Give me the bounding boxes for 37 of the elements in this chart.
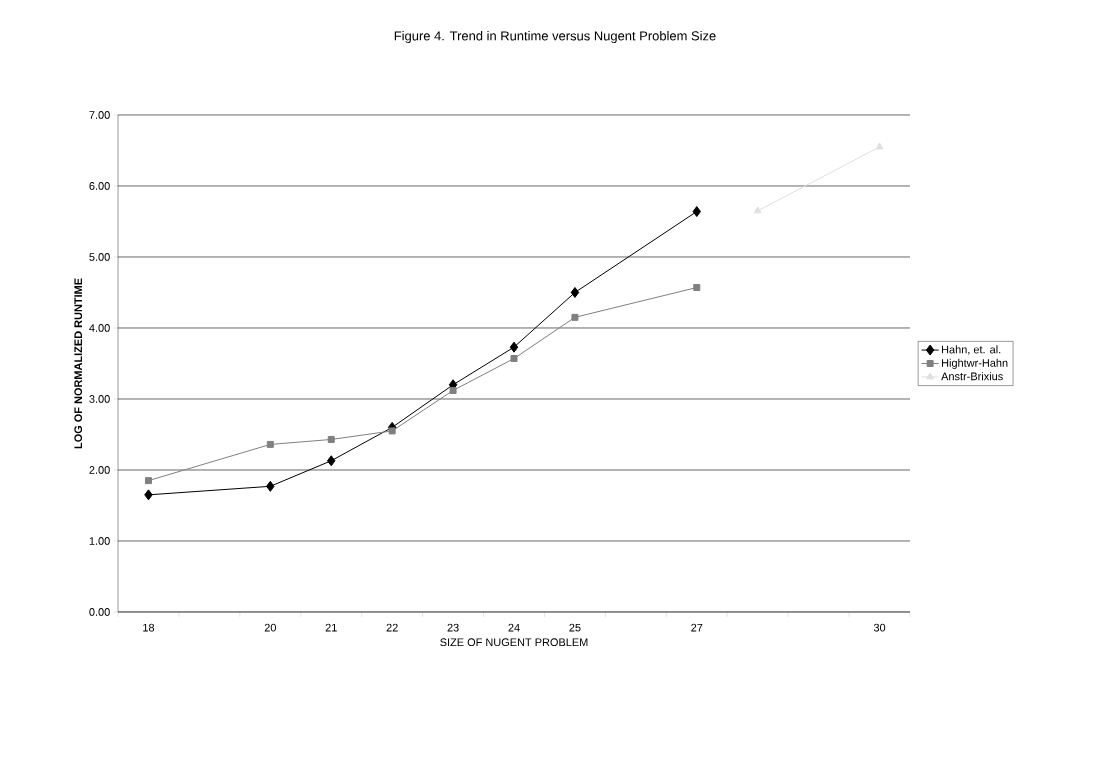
y-tick-label: 1.00 — [89, 537, 110, 545]
x-tick-label: 23 — [447, 623, 459, 632]
y-axis-title: LOG OF NORMALIZED RUNTIME — [74, 278, 83, 449]
x-tick-label: 21 — [325, 623, 337, 632]
y-tick-label: 4.00 — [89, 324, 110, 332]
y-tick-label: 2.00 — [89, 466, 110, 474]
point — [692, 206, 702, 218]
point — [327, 435, 335, 443]
x-tick-label: 24 — [508, 623, 520, 632]
legend-label: Hightwr-Hahn — [942, 358, 1008, 369]
y-tick-label: 6.00 — [89, 182, 110, 190]
y-tick-label: 7.00 — [89, 111, 110, 119]
point — [509, 341, 519, 353]
point — [449, 386, 457, 394]
y-tick-label: 3.00 — [89, 395, 110, 403]
point — [144, 489, 153, 501]
x-tick-label: 22 — [386, 623, 398, 632]
x-tick-label: 27 — [691, 623, 703, 632]
legend-label: Hahn, et. al. — [942, 345, 1001, 355]
x-tick-label: 20 — [264, 623, 276, 632]
point — [144, 477, 152, 485]
x-axis-title: SIZE OF NUGENT PROBLEM — [440, 638, 588, 647]
point — [571, 313, 579, 321]
x-tick-label: 30 — [873, 623, 886, 632]
y-tick-label: 0.00 — [89, 608, 110, 616]
x-tick-label: 25 — [569, 623, 581, 632]
point — [570, 287, 580, 298]
point — [327, 455, 336, 467]
y-tick-label: 5.00 — [89, 253, 110, 261]
legend-label: Anstr-Brixius — [941, 372, 1003, 381]
point — [266, 480, 275, 492]
chart-title: Figure 4. Trend in Runtime versus Nugent Problem Size — [394, 30, 716, 44]
point — [388, 427, 396, 435]
x-tick-label: 18 — [143, 623, 155, 632]
point — [693, 284, 701, 291]
point — [266, 440, 274, 448]
point — [510, 355, 518, 362]
